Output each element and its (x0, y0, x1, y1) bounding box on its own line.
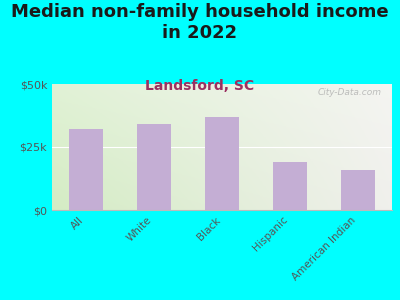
Text: City-Data.com: City-Data.com (318, 88, 382, 97)
Text: Landsford, SC: Landsford, SC (146, 80, 254, 94)
Bar (273, 162, 307, 210)
Bar (137, 124, 171, 210)
Bar (205, 117, 239, 210)
Text: Median non-family household income
in 2022: Median non-family household income in 20… (11, 3, 389, 42)
Bar (69, 129, 103, 210)
Bar (341, 170, 375, 210)
